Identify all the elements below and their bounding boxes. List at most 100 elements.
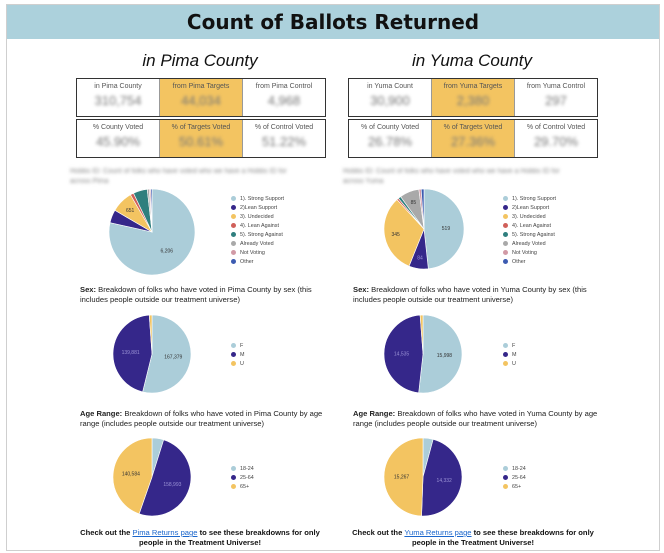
- legend-label: 3). Undecided: [512, 213, 546, 220]
- yuma-sex-caption: Sex: Breakdown of folks who have voted i…: [353, 285, 587, 304]
- yuma-support-data-label-2: 84: [417, 256, 423, 262]
- pima-stat-control-pct: % of Control Voted 51.22%: [254, 124, 314, 149]
- legend-label: Already Voted: [240, 240, 274, 247]
- legend-label: Other: [512, 258, 526, 265]
- page-title: Count of Ballots Returned: [186, 10, 480, 34]
- pima-stat-county-pct: % County Voted 45.90%: [77, 120, 160, 157]
- pima-sex-slice-1: [142, 314, 192, 394]
- legend-label: 65+: [240, 483, 250, 490]
- legend-item: 65+: [503, 482, 526, 491]
- yuma-returns-link[interactable]: Yuma Returns page: [404, 528, 472, 537]
- legend-label: F: [240, 342, 244, 349]
- yuma-support-slice-3: [383, 199, 425, 267]
- legend-swatch: [231, 361, 236, 366]
- yuma-sex-slice-1: [418, 314, 463, 394]
- legend-label: 2)Lean Support: [512, 204, 550, 211]
- pima-support-data-label-3: 651: [126, 208, 135, 214]
- legend-item: 5). Strong Against: [503, 230, 556, 239]
- yuma-footer-note: Check out the Yuma Returns page to see t…: [352, 528, 594, 547]
- legend-item: 3). Undecided: [503, 212, 556, 221]
- legend-swatch: [503, 205, 508, 210]
- yuma-support-heading: Hobbs ID: Count of folks who have voted …: [343, 168, 560, 185]
- legend-label: 1). Strong Support: [240, 195, 285, 202]
- legend-item: Other: [231, 257, 284, 266]
- pima-stat-control: from Pima Control 4,968: [255, 83, 313, 108]
- pima-returns-link[interactable]: Pima Returns page: [132, 528, 198, 537]
- legend-swatch: [231, 259, 236, 264]
- legend-label: Other: [240, 258, 254, 265]
- pima-sex-pie-chart: 167,379 139,881: [112, 314, 192, 394]
- legend-swatch: [231, 352, 236, 357]
- dashboard-frame: Count of Ballots Returned: [6, 4, 660, 551]
- pima-footer-note: Check out the Pima Returns page to see t…: [80, 528, 320, 547]
- pima-support-slice-1: [108, 188, 196, 276]
- pima-stats-row1: in Pima County 310,754 from Pima Targets 4…: [76, 78, 326, 117]
- legend-swatch: [231, 214, 236, 219]
- pima-age-legend: 18-24 25-64 65+: [231, 464, 254, 491]
- legend-item: 18-24: [503, 464, 526, 473]
- legend-swatch: [503, 214, 508, 219]
- legend-item: 4). Lean Against: [503, 221, 556, 230]
- pima-age-slice-3: [112, 437, 153, 515]
- yuma-stats-row1: in Yuma Count 30,900 from Yuma Targets 2,3…: [348, 78, 598, 117]
- pima-sex-caption: Sex: Breakdown of folks who have voted i…: [80, 285, 312, 304]
- yuma-stat-targets: from Yuma Targets 2,380: [432, 79, 515, 116]
- yuma-stat-control-pct: % of Control Voted 29.70%: [526, 124, 586, 149]
- legend-label: U: [512, 360, 516, 367]
- legend-item: Not Voting: [231, 248, 284, 257]
- legend-swatch: [503, 232, 508, 237]
- pima-stat-targets: from Pima Targets 44,034: [160, 79, 243, 116]
- legend-item: F: [503, 341, 517, 350]
- pima-stat-county: in Pima County 310,754: [77, 79, 160, 116]
- legend-swatch: [503, 259, 508, 264]
- pima-age-caption: Age Range: Breakdown of folks who have v…: [80, 409, 323, 428]
- legend-swatch: [231, 223, 236, 228]
- legend-label: Not Voting: [240, 249, 265, 256]
- legend-label: M: [512, 351, 517, 358]
- pima-sex-slice-2: [112, 314, 153, 393]
- legend-label: 18-24: [240, 465, 254, 472]
- legend-label: 25-64: [240, 474, 254, 481]
- legend-swatch: [231, 196, 236, 201]
- yuma-age-data-label-2: 14,332: [437, 478, 453, 484]
- legend-item: F: [231, 341, 245, 350]
- yuma-county-title: in Yuma County: [411, 51, 532, 70]
- yuma-age-legend: 18-24 25-64 65+: [503, 464, 526, 491]
- legend-swatch: [503, 250, 508, 255]
- title-bar: Count of Ballots Returned: [7, 5, 659, 39]
- pima-stats-row2: % County Voted 45.90% % of Targets Voted 5…: [76, 119, 326, 158]
- legend-swatch: [231, 475, 236, 480]
- legend-label: F: [512, 342, 516, 349]
- yuma-age-caption: Age Range: Breakdown of folks who have v…: [353, 409, 598, 428]
- legend-item: 65+: [231, 482, 254, 491]
- legend-swatch: [503, 475, 508, 480]
- pima-stat-targets-pct: % of Targets Voted 50.61%: [160, 120, 243, 157]
- legend-swatch: [231, 466, 236, 471]
- yuma-age-slice-2: [421, 438, 463, 517]
- legend-item: Already Voted: [231, 239, 284, 248]
- legend-swatch: [231, 205, 236, 210]
- legend-swatch: [503, 466, 508, 471]
- legend-item: Not Voting: [503, 248, 556, 257]
- legend-item: M: [231, 350, 245, 359]
- legend-swatch: [503, 223, 508, 228]
- pima-support-heading: Hobbs ID: Count of folks who have voted …: [70, 168, 287, 185]
- yuma-stat-control: from Yuma Control 297: [526, 83, 586, 108]
- legend-item: 2)Lean Support: [503, 203, 556, 212]
- yuma-support-pie-chart: 519 84 345 85: [383, 188, 465, 270]
- legend-label: M: [240, 351, 245, 358]
- legend-label: 1). Strong Support: [512, 195, 557, 202]
- legend-label: 2)Lean Support: [240, 204, 278, 211]
- legend-swatch: [503, 361, 508, 366]
- yuma-sex-slice-2: [383, 314, 424, 394]
- legend-swatch: [503, 241, 508, 246]
- pima-age-data-label-2: 158,993: [163, 482, 181, 488]
- yuma-stats-row2: % of County Voted 26.78% % of Targets Vot…: [348, 119, 598, 158]
- legend-item: U: [231, 359, 245, 368]
- legend-item: 5). Strong Against: [231, 230, 284, 239]
- legend-item: 3). Undecided: [231, 212, 284, 221]
- yuma-age-data-label-3: 15,267: [394, 475, 410, 481]
- pima-support-data-label-1: 6,206: [161, 248, 174, 254]
- legend-item: 1). Strong Support: [503, 194, 556, 203]
